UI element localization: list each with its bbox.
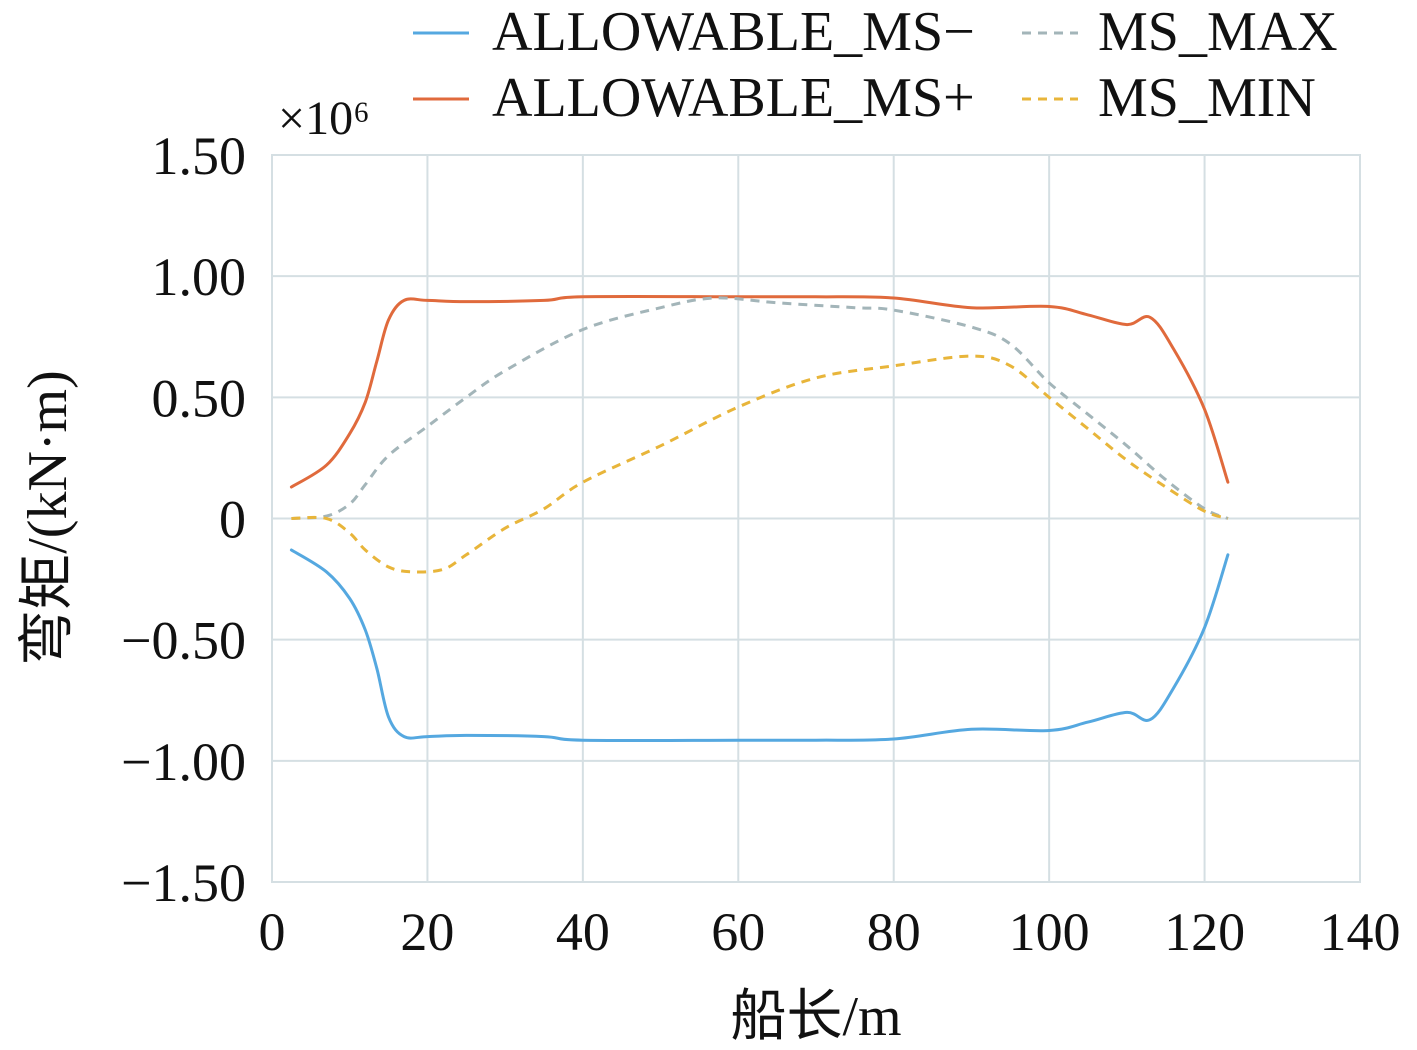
- series-line-ms-max: [291, 296, 1229, 520]
- y-tick-label: −1.50: [121, 853, 246, 913]
- y-tick-label: −1.00: [121, 732, 246, 792]
- x-tick-label: 120: [1164, 902, 1245, 962]
- x-tick-label: 80: [867, 902, 921, 962]
- x-tick-label: 40: [556, 902, 610, 962]
- legend-label-ms-min: MS_MIN: [1098, 67, 1316, 129]
- y-axis-title: 弯矩/(kN·m): [17, 370, 79, 666]
- series-lines: [289, 295, 1230, 742]
- plot-area-frame: [271, 154, 1361, 883]
- x-axis-title: 船长/m: [730, 986, 901, 1048]
- legend: ALLOWABLE_MS− ALLOWABLE_MS+ MS_MAX MS_MI…: [413, 1, 1338, 129]
- y-tick-label: −0.50: [121, 611, 246, 671]
- legend-label-allowable-ms-plus: ALLOWABLE_MS+: [492, 67, 975, 129]
- x-tick-label: 140: [1320, 902, 1401, 962]
- x-tick-label: 60: [711, 902, 765, 962]
- x-tick-label: 20: [400, 902, 454, 962]
- series-line-ms-min: [291, 354, 1229, 574]
- y-tick-label: 0.50: [152, 368, 247, 428]
- x-tick-label: 100: [1009, 902, 1090, 962]
- series-line-allowable-ms-minus: [289, 548, 1230, 742]
- grid-lines: [272, 155, 1360, 882]
- y-tick-label: 1.50: [152, 126, 247, 186]
- x-tick-labels: 0 20 40 60 80 100 120 140: [259, 902, 1401, 962]
- series-line-allowable-ms-plus: [289, 295, 1230, 489]
- x-tick-label: 0: [259, 902, 286, 962]
- y-tick-label: 1.00: [152, 247, 247, 307]
- legend-label-allowable-ms-minus: ALLOWABLE_MS−: [492, 1, 975, 63]
- y-tick-labels: 1.50 1.00 0.50 0 −0.50 −1.00 −1.50: [121, 126, 246, 913]
- legend-label-ms-max: MS_MAX: [1098, 1, 1338, 63]
- y-tick-label: 0: [219, 490, 246, 550]
- y-multiplier-label: ×10⁶: [278, 92, 370, 145]
